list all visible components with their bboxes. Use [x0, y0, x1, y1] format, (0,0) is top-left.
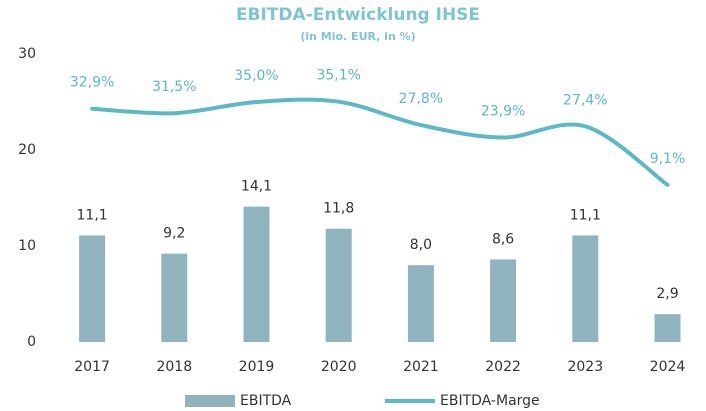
data-label: 8,6 — [492, 231, 514, 247]
bar — [490, 259, 517, 342]
data-label: 27,8% — [399, 91, 443, 107]
bar — [243, 206, 270, 342]
x-tick-label: 2023 — [567, 359, 603, 375]
y-tick-label: 10 — [18, 238, 36, 254]
data-label: 8,0 — [410, 237, 432, 253]
bar — [572, 235, 599, 342]
x-tick-label: 2017 — [74, 359, 110, 375]
legend-label: EBITDA-Marge — [440, 393, 540, 409]
data-label: 27,4% — [563, 92, 607, 108]
data-label: 14,1 — [241, 179, 272, 195]
y-tick-label: 30 — [18, 46, 36, 62]
data-label: 11,1 — [77, 207, 108, 223]
x-tick-label: 2024 — [650, 359, 686, 375]
bar — [325, 228, 352, 342]
x-tick-label: 2018 — [156, 359, 192, 375]
legend-label: EBITDA — [240, 393, 292, 409]
data-label: 31,5% — [152, 79, 196, 95]
x-tick-label: 2019 — [239, 359, 275, 375]
x-tick-label: 2022 — [485, 359, 521, 375]
bar — [654, 314, 681, 342]
x-tick-label: 2020 — [321, 359, 357, 375]
bar — [79, 235, 106, 342]
data-label: 9,2 — [163, 226, 185, 242]
chart-subtitle: (in Mio. EUR, in %) — [300, 30, 415, 43]
data-label: 32,9% — [70, 75, 114, 91]
data-label: 9,1% — [650, 151, 686, 167]
data-label: 35,0% — [234, 68, 278, 84]
x-tick-label: 2021 — [403, 359, 439, 375]
data-label: 11,1 — [570, 207, 601, 223]
legend-swatch — [185, 395, 235, 407]
y-tick-label: 0 — [27, 334, 36, 350]
data-label: 11,8 — [323, 201, 354, 217]
data-label: 2,9 — [656, 286, 678, 302]
y-tick-label: 20 — [18, 142, 36, 158]
data-label: 23,9% — [481, 104, 525, 120]
line — [90, 97, 670, 187]
bar — [407, 265, 434, 342]
bar — [161, 253, 188, 342]
chart-title: EBITDA-Entwicklung IHSE — [236, 5, 480, 25]
data-label: 35,1% — [316, 68, 360, 84]
